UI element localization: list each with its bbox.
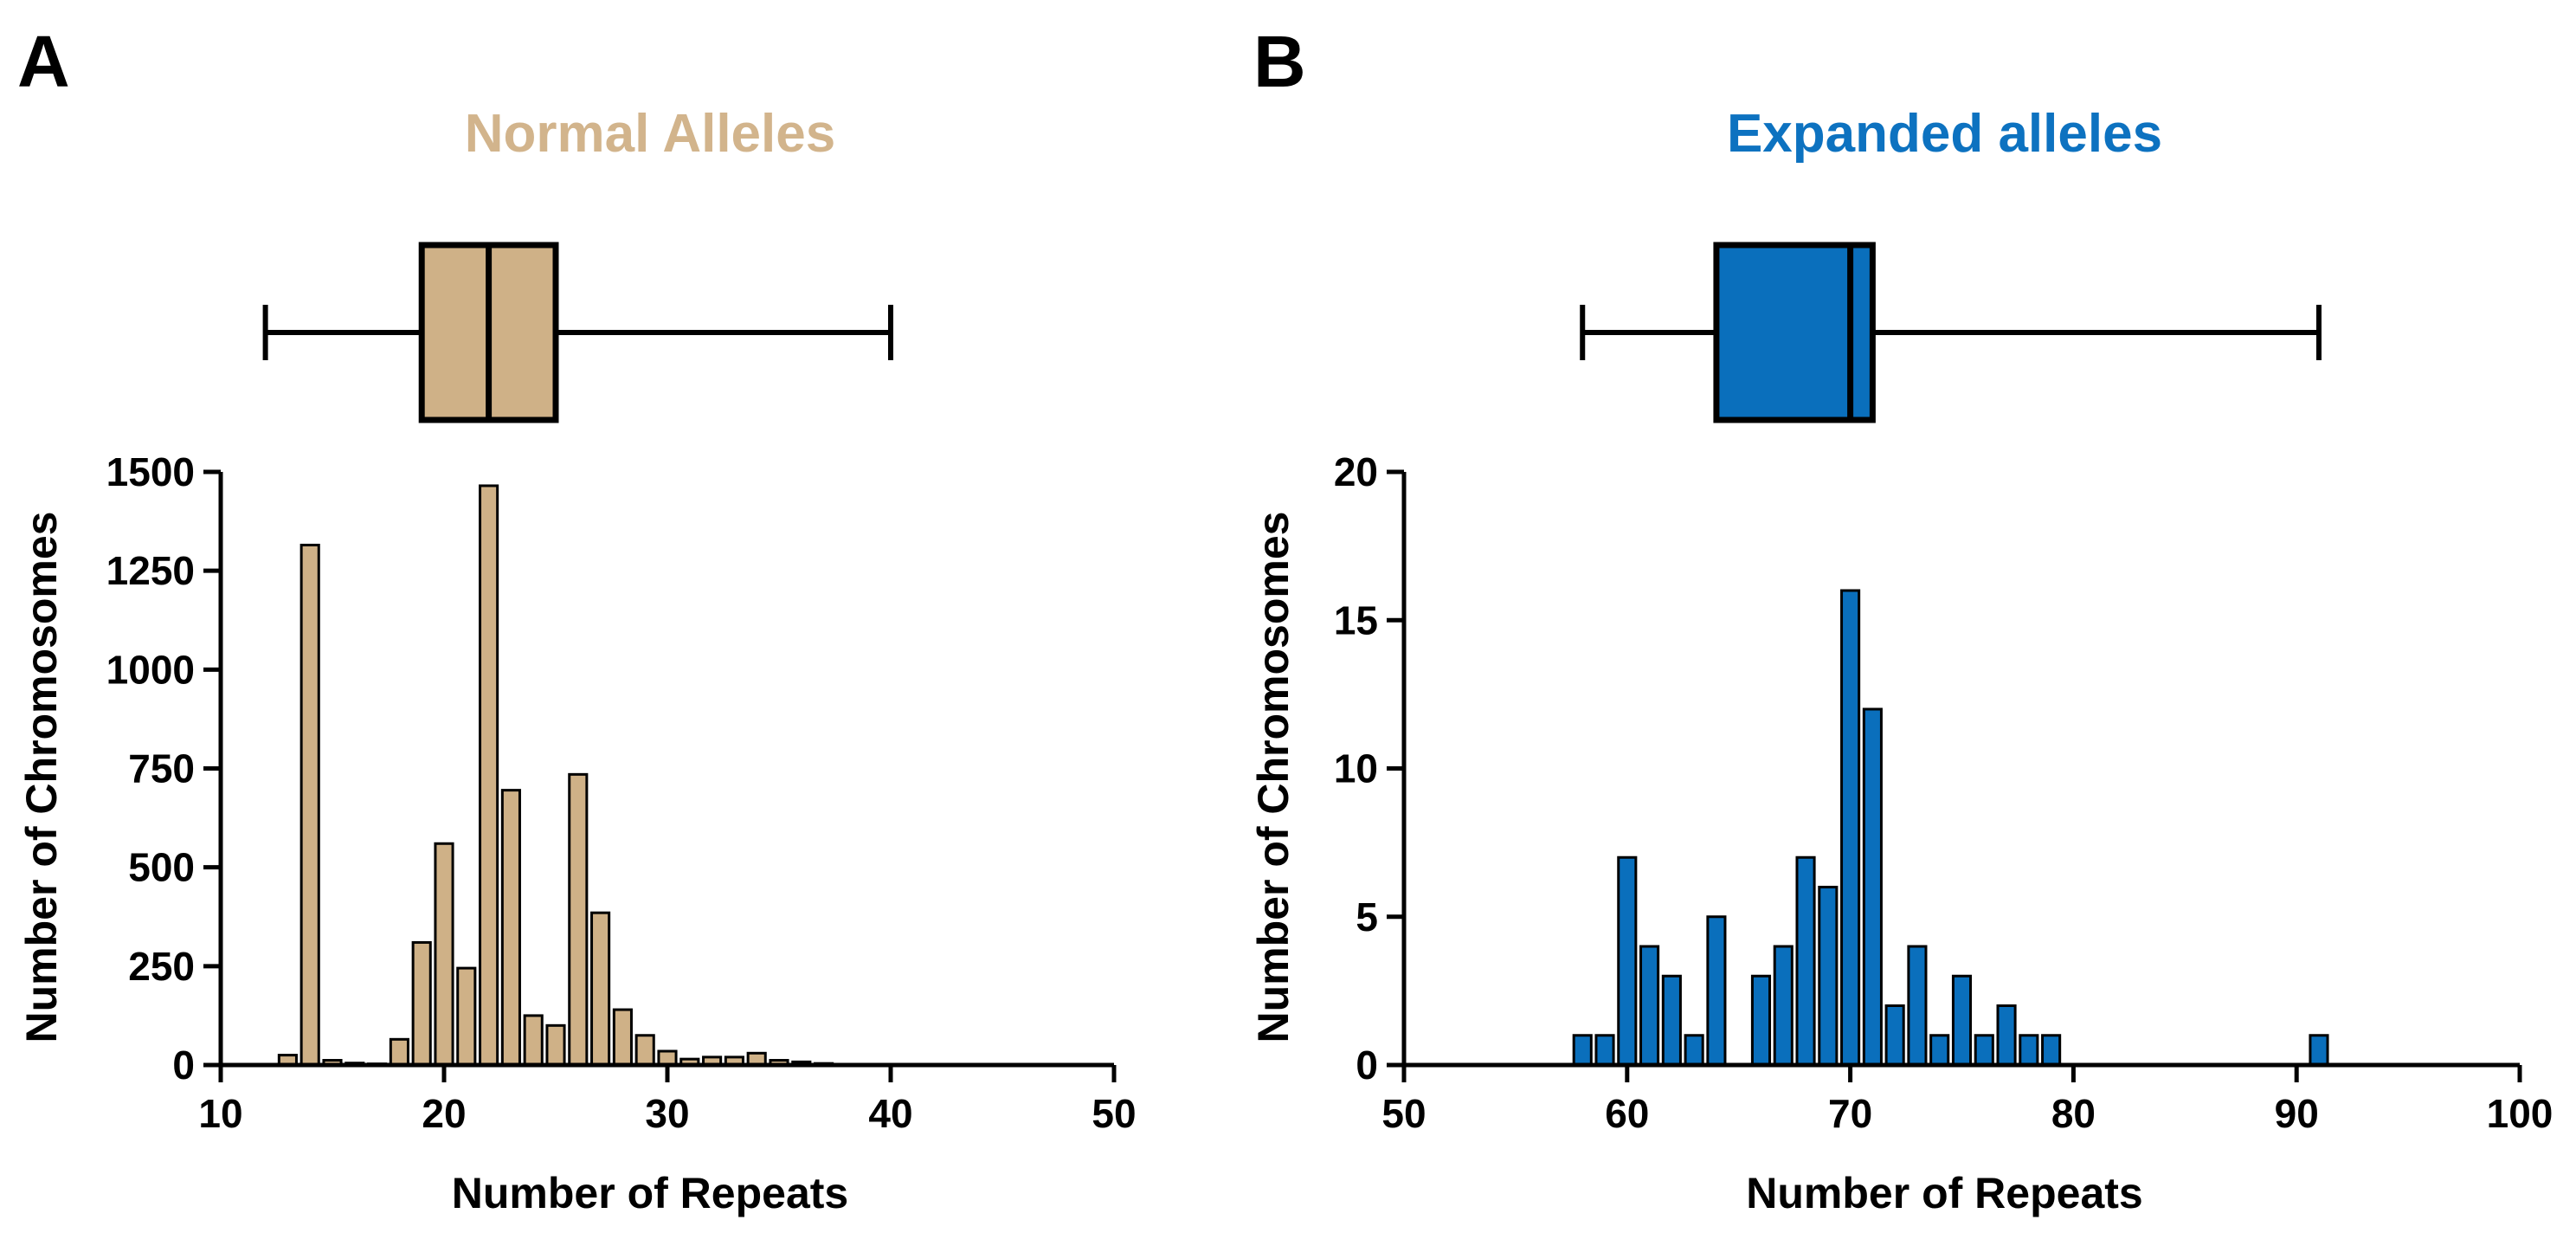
panel-a-bar-21 <box>456 966 477 1067</box>
panel-b-x-tick-label: 80 <box>2051 1091 2096 1136</box>
panel-a-bar-29 <box>634 1034 655 1067</box>
panel-a-letter: A <box>17 21 70 102</box>
panel-b-bar-71 <box>1862 707 1883 1067</box>
panel-a-x-tick-label: 20 <box>422 1091 466 1136</box>
panel-b-x-tick-label: 70 <box>1828 1091 1872 1136</box>
panel-a-x-tick-label: 30 <box>645 1091 689 1136</box>
panel-b-bar-72 <box>1884 1004 1905 1067</box>
panel-b-y-tick-label: 10 <box>1334 746 1378 791</box>
panel-b-chart: B Expanded alleles 0 5 10 15 20 50 60 70 80 90 100 Nu… <box>1249 21 2553 1217</box>
panel-b-bar-73 <box>1907 945 1928 1067</box>
panel-a-bar-28 <box>612 1008 633 1067</box>
panel-a-y-tick-label: 0 <box>172 1043 195 1088</box>
panel-b-bar-70 <box>1840 589 1861 1067</box>
panel-a-x-axis-title: Number of Repeats <box>452 1169 848 1217</box>
panel-a-bar-26 <box>568 772 589 1067</box>
panel-b-bar-58 <box>1572 1034 1593 1067</box>
panel-a-bar-24 <box>523 1014 544 1067</box>
panel-a-chart: A Normal Alleles 0 250 500 750 1000 1250 1500 10 2… <box>17 21 1137 1217</box>
panel-a-bar-20 <box>434 842 454 1067</box>
panel-b-bar-75 <box>1951 974 1973 1067</box>
panel-a-x-tick-label: 50 <box>1092 1091 1136 1136</box>
panel-a-bar-25 <box>545 1023 566 1067</box>
panel-a-title: Normal Alleles <box>465 104 835 164</box>
panel-a-y-tick-label: 750 <box>128 746 195 791</box>
panel-a-bar-22 <box>479 484 499 1067</box>
panel-a-boxplot <box>262 242 893 423</box>
panel-a-bar-14 <box>299 543 320 1067</box>
panel-a-y-tick-label: 1500 <box>106 449 195 494</box>
panel-a-bar-23 <box>500 789 521 1067</box>
panel-b-bar-61 <box>1639 945 1660 1067</box>
panel-a-y-axis-title: Number of Chromosomes <box>17 512 66 1043</box>
panel-b-bar-79 <box>2041 1034 2062 1067</box>
panel-b-bar-74 <box>1929 1034 1950 1067</box>
panel-a-bar-27 <box>590 911 611 1067</box>
panel-b-bar-64 <box>1706 915 1727 1067</box>
panel-a-y-tick-label: 500 <box>128 845 195 890</box>
panel-b-y-axis-title: Number of Chromosomes <box>1249 512 1298 1043</box>
panel-b-x-tick-label: 90 <box>2275 1091 2319 1136</box>
panel-b-bar-91 <box>2309 1034 2329 1067</box>
panel-b-y-tick-label: 0 <box>1356 1043 1378 1088</box>
panel-b-y-tick-label: 15 <box>1334 597 1378 642</box>
panel-a-x-tick-label: 40 <box>868 1091 912 1136</box>
panel-b-x-tick-label: 60 <box>1605 1091 1649 1136</box>
panel-b-x-axis-title: Number of Repeats <box>1746 1169 2142 1217</box>
panel-b-bar-76 <box>1974 1034 1994 1067</box>
panel-b-bar-68 <box>1795 855 1816 1067</box>
panel-b-boxplot <box>1580 242 2322 423</box>
panel-b-bar-59 <box>1594 1034 1615 1067</box>
panel-a-bars <box>277 484 834 1067</box>
panel-b-x-tick-label: 50 <box>1381 1091 1426 1136</box>
panel-a-bar-19 <box>411 940 432 1067</box>
panel-a-y-tick-label: 1250 <box>106 548 195 593</box>
panel-b-iqr-box <box>1713 242 1876 423</box>
panel-b-bar-66 <box>1750 974 1772 1067</box>
panel-a-y-tick-label: 1000 <box>106 647 195 692</box>
panel-b-bar-63 <box>1684 1034 1704 1067</box>
panel-b-y-tick-label: 5 <box>1356 894 1378 939</box>
panel-b-title: Expanded alleles <box>1727 104 2162 164</box>
panel-b-bar-60 <box>1617 855 1638 1067</box>
panel-a-bar-18 <box>389 1037 409 1067</box>
panel-b-x-tick-label: 100 <box>2487 1091 2553 1136</box>
panel-b-letter: B <box>1253 21 1306 102</box>
panel-b-bar-69 <box>1818 886 1839 1067</box>
panel-b-bar-78 <box>2019 1034 2039 1067</box>
panel-b-bar-77 <box>1996 1004 2017 1067</box>
panel-b-bars <box>1572 589 2329 1067</box>
panel-a-x-tick-label: 10 <box>198 1091 242 1136</box>
panel-a-y-tick-label: 250 <box>128 944 195 989</box>
panel-b-bar-62 <box>1661 974 1682 1067</box>
panel-b-bar-67 <box>1773 945 1794 1067</box>
panel-b-y-tick-label: 20 <box>1334 449 1378 494</box>
